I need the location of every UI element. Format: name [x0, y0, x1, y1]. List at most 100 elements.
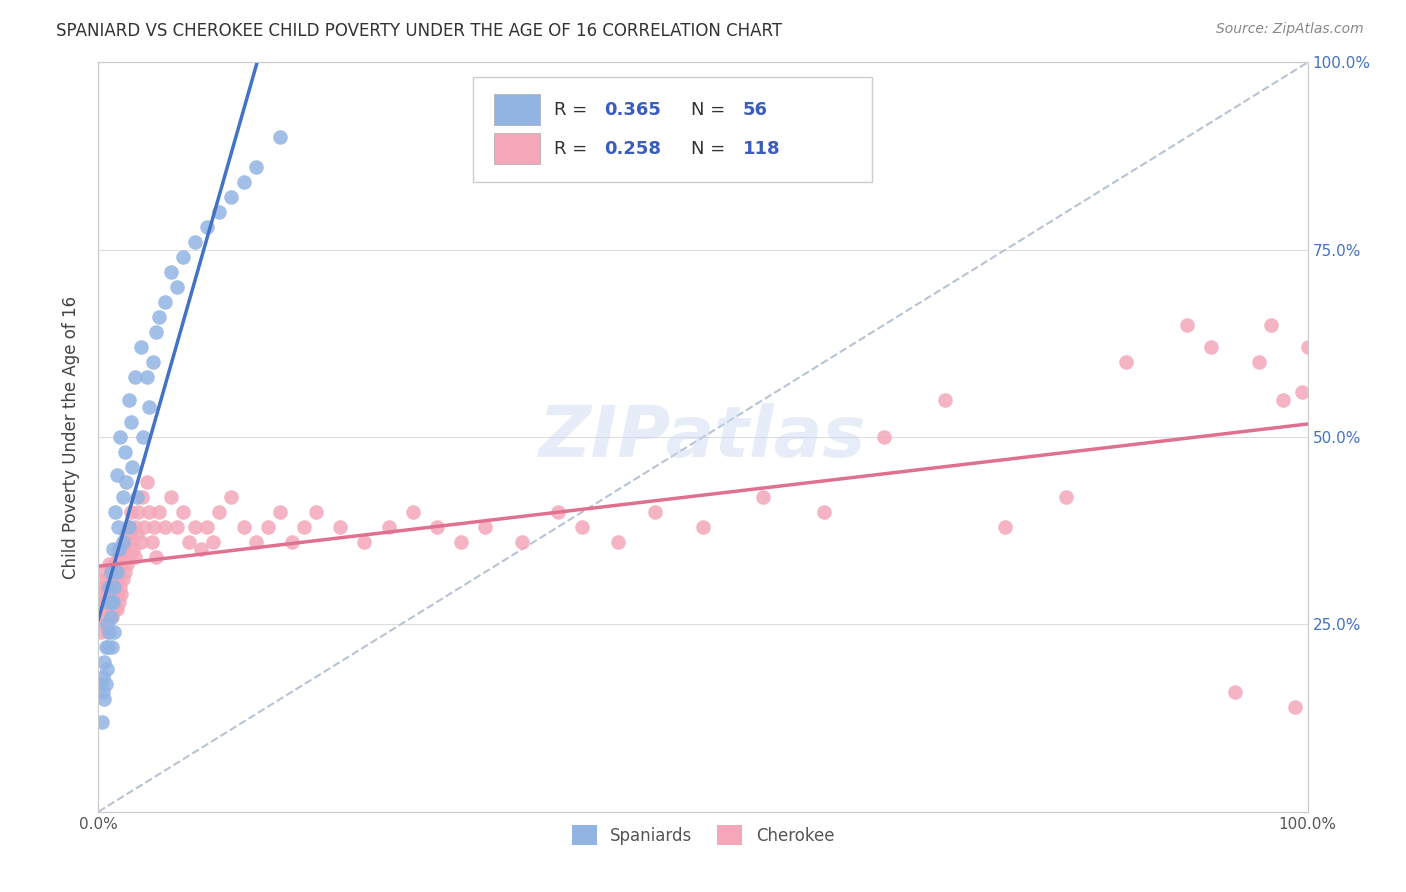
Point	[91, 610, 114, 624]
Point	[1260, 318, 1282, 332]
Point	[141, 535, 163, 549]
Point	[110, 549, 132, 564]
Point	[118, 392, 141, 407]
Point	[124, 520, 146, 534]
Point	[111, 535, 134, 549]
Point	[94, 602, 117, 616]
Point	[184, 520, 207, 534]
Point	[190, 542, 212, 557]
Point	[148, 505, 170, 519]
Text: ZIPatlas: ZIPatlas	[540, 402, 866, 472]
Point	[97, 587, 120, 601]
Point	[129, 535, 152, 549]
Point	[221, 490, 243, 504]
Point	[114, 565, 136, 579]
Point	[98, 595, 121, 609]
Point	[100, 640, 122, 654]
Point	[101, 602, 124, 616]
Point	[101, 595, 124, 609]
Point	[103, 580, 125, 594]
Point	[1249, 355, 1271, 369]
Point	[571, 520, 593, 534]
Text: 0.258: 0.258	[603, 140, 661, 158]
Point	[117, 558, 139, 572]
Point	[510, 535, 533, 549]
Point	[172, 250, 194, 264]
Point	[98, 580, 121, 594]
Point	[813, 505, 835, 519]
Point	[94, 573, 117, 587]
Point	[91, 714, 114, 729]
Point	[97, 624, 120, 639]
Point	[1291, 385, 1313, 400]
Point	[96, 610, 118, 624]
Point	[131, 490, 153, 504]
Point	[179, 535, 201, 549]
Point	[172, 505, 194, 519]
Point	[98, 558, 121, 572]
Point	[100, 580, 122, 594]
Point	[103, 624, 125, 639]
Point	[114, 445, 136, 459]
Point	[607, 535, 630, 549]
Text: SPANIARD VS CHEROKEE CHILD POVERTY UNDER THE AGE OF 16 CORRELATION CHART: SPANIARD VS CHEROKEE CHILD POVERTY UNDER…	[56, 22, 782, 40]
Point	[208, 205, 231, 219]
Point	[105, 573, 128, 587]
Point	[91, 587, 114, 601]
Point	[111, 535, 134, 549]
Point	[108, 542, 131, 557]
Point	[138, 400, 160, 414]
Point	[195, 220, 218, 235]
Point	[1284, 699, 1306, 714]
Point	[93, 655, 115, 669]
Point	[107, 520, 129, 534]
Point	[426, 520, 449, 534]
Point	[91, 670, 114, 684]
Point	[120, 415, 142, 429]
Point	[100, 610, 122, 624]
Point	[103, 595, 125, 609]
Point	[1054, 490, 1077, 504]
Point	[232, 520, 254, 534]
Point	[127, 490, 149, 504]
Point	[120, 505, 142, 519]
Point	[124, 370, 146, 384]
Text: R =: R =	[554, 101, 593, 119]
Point	[91, 580, 114, 594]
Point	[111, 573, 134, 587]
Point	[142, 355, 165, 369]
Point	[97, 640, 120, 654]
Point	[112, 542, 135, 557]
Point	[93, 595, 115, 609]
Point	[108, 558, 131, 572]
Point	[202, 535, 225, 549]
Point	[110, 587, 132, 601]
Point	[245, 161, 267, 175]
Point	[118, 549, 141, 564]
Point	[245, 535, 267, 549]
Point	[105, 467, 128, 482]
Point	[94, 640, 117, 654]
Point	[256, 520, 278, 534]
Point	[89, 595, 111, 609]
Point	[232, 175, 254, 189]
Point	[91, 617, 114, 632]
Point	[107, 549, 129, 564]
Point	[132, 430, 155, 444]
Point	[100, 610, 122, 624]
Point	[1296, 340, 1319, 354]
Point	[104, 602, 127, 616]
Point	[644, 505, 666, 519]
Point	[135, 475, 157, 489]
Point	[1175, 318, 1198, 332]
Point	[101, 542, 124, 557]
Point	[93, 692, 115, 706]
Point	[122, 542, 145, 557]
Legend: Spaniards, Cherokee: Spaniards, Cherokee	[565, 819, 841, 852]
Point	[103, 558, 125, 572]
Point	[90, 677, 112, 691]
Point	[208, 505, 231, 519]
Point	[145, 549, 167, 564]
Point	[195, 520, 218, 534]
Point	[145, 325, 167, 339]
